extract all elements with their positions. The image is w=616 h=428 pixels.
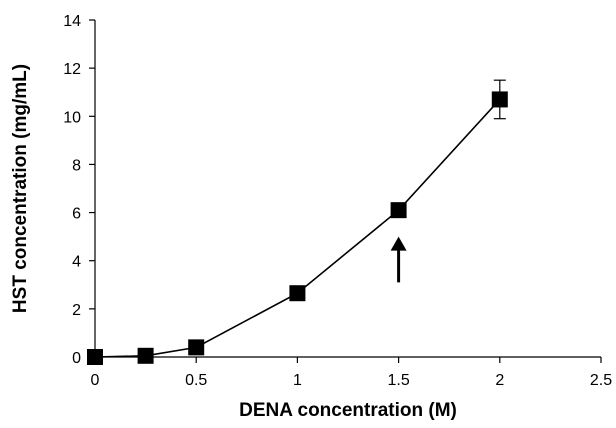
y-tick-label: 4 (72, 254, 81, 271)
y-tick-label: 0 (72, 350, 81, 367)
series-layer (87, 79, 508, 365)
y-ticks: 0 2 4 6 8 10 12 14 (63, 13, 95, 367)
y-axis: 0 2 4 6 8 10 12 14 (63, 13, 96, 367)
data-point (390, 202, 407, 219)
x-axis-title: DENA concentration (M) (239, 400, 457, 421)
arrow-head (390, 236, 407, 251)
y-tick-label: 10 (63, 109, 81, 126)
x-axis: 0 0.5 1 1.5 2 2.5 (91, 356, 612, 389)
data-point (137, 347, 154, 364)
y-tick-label: 6 (72, 206, 81, 223)
y-axis-title: HST concentration (mg/mL) (10, 64, 31, 313)
x-tick-label: 2.5 (590, 372, 612, 389)
y-tick-label: 14 (63, 13, 81, 30)
data-point (289, 285, 306, 302)
annotation-layer (390, 236, 407, 283)
x-tick-label: 2 (495, 372, 504, 389)
x-tick-label: 1.5 (387, 372, 409, 389)
data-point (491, 91, 508, 108)
x-tick-label: 1 (293, 372, 302, 389)
data-point (87, 349, 103, 365)
data-point (188, 339, 205, 356)
x-ticks: 0 0.5 1 1.5 2 2.5 (91, 357, 612, 389)
series-line (94, 98, 501, 358)
x-tick-label: 0.5 (185, 372, 207, 389)
y-tick-label: 12 (63, 61, 81, 78)
x-tick-label: 0 (91, 372, 100, 389)
y-tick-label: 2 (72, 302, 81, 319)
y-tick-label: 8 (72, 157, 81, 174)
